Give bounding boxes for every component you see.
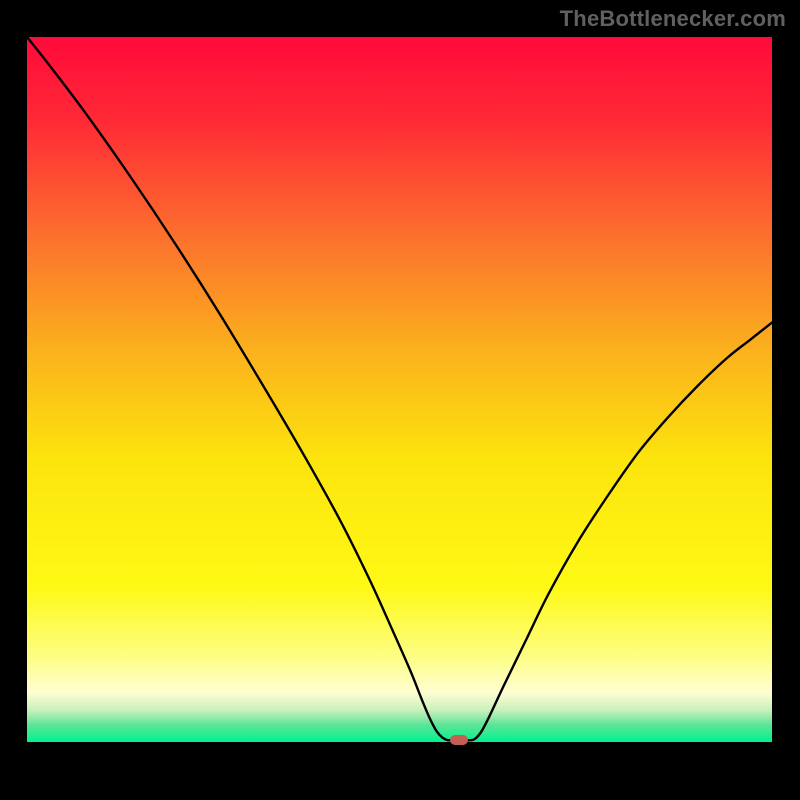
plot-svg — [27, 37, 772, 742]
watermark-text: TheBottlenecker.com — [560, 6, 786, 32]
plot-background — [27, 37, 772, 742]
plot-area — [27, 37, 772, 742]
minimum-marker — [450, 735, 468, 745]
chart-frame: TheBottlenecker.com — [0, 0, 800, 800]
